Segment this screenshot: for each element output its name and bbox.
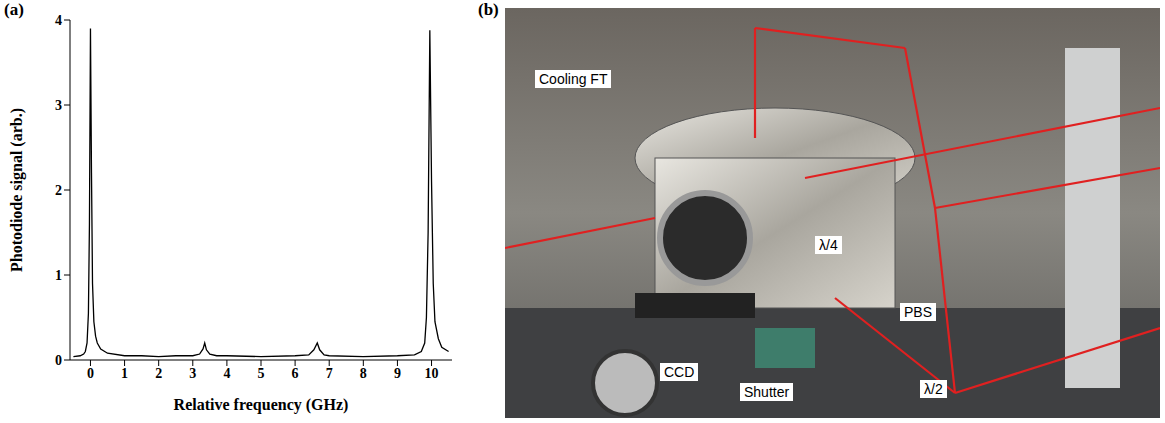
html-text:CCD: CCD — [664, 364, 695, 380]
svg-text:2: 2 — [55, 183, 62, 198]
html-text:PBS: PBS — [904, 304, 932, 320]
svg-text:4: 4 — [223, 366, 230, 381]
svg-text:1: 1 — [121, 366, 128, 381]
svg-text:0: 0 — [55, 353, 62, 368]
svg-text:2: 2 — [155, 366, 162, 381]
svg-text:7: 7 — [326, 366, 333, 381]
svg-text:6: 6 — [292, 366, 299, 381]
svg-text:1: 1 — [55, 268, 62, 283]
svg-text:9: 9 — [394, 366, 401, 381]
svg-text:3: 3 — [55, 98, 62, 113]
svg-text:4: 4 — [55, 13, 62, 28]
html-text:λ/4: λ/4 — [819, 237, 838, 253]
svg-text:0: 0 — [87, 366, 94, 381]
html-text:(a): (a) — [4, 0, 24, 19]
svg-text:Relative frequency (GHz): Relative frequency (GHz) — [174, 396, 349, 414]
html-text:Shutter: Shutter — [744, 384, 790, 400]
svg-text:8: 8 — [360, 366, 367, 381]
svg-text:3: 3 — [189, 366, 196, 381]
html-text:Cooling FT: Cooling FT — [539, 71, 608, 87]
svg-text:10: 10 — [425, 366, 439, 381]
svg-text:Photodiode signal (arb.): Photodiode signal (arb.) — [8, 108, 26, 272]
html-text:λ/2: λ/2 — [924, 381, 943, 397]
html-text:(b): (b) — [478, 0, 499, 19]
svg-text:5: 5 — [258, 366, 265, 381]
